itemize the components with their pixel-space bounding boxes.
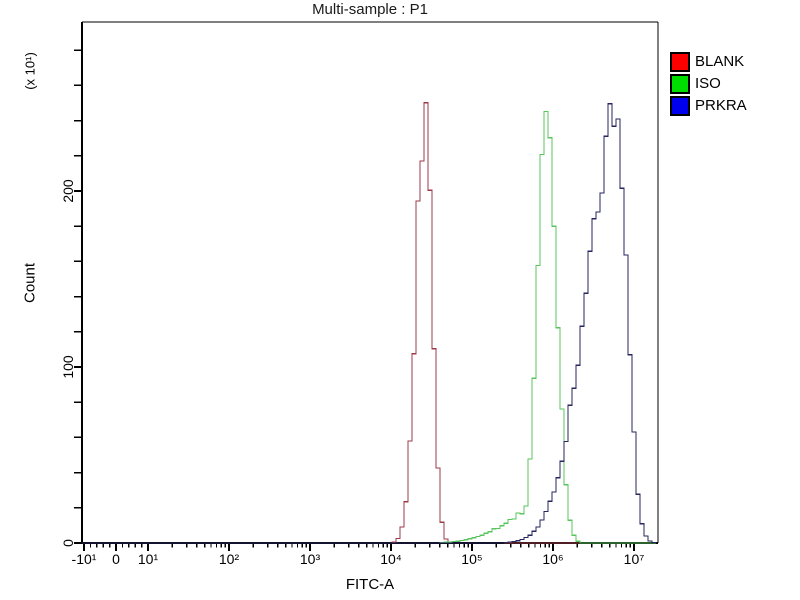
y-axis-unit-label: (x 10¹): [22, 52, 38, 90]
legend-label: PRKRA: [695, 97, 747, 114]
x-tick-label: 10⁶: [542, 551, 564, 567]
x-tick-label: 0: [112, 551, 120, 567]
x-tick-label: 10²: [218, 551, 240, 567]
x-axis-ticks: [83, 543, 635, 551]
x-tick-label: 10⁷: [623, 551, 645, 567]
y-axis-title: Count: [21, 262, 39, 304]
y-tick-label: 0: [60, 539, 76, 547]
chart-title: Multi-sample : P1: [312, 1, 428, 18]
legend-swatch-blank: [670, 52, 690, 72]
y-tick-label: 200: [60, 179, 76, 203]
x-tick-label: -10¹: [71, 551, 97, 567]
legend-item-iso: ISO: [670, 74, 747, 94]
x-tick-label: 10¹: [137, 551, 159, 567]
legend-label: ISO: [695, 75, 721, 92]
legend-item-prkra: PRKRA: [670, 96, 747, 116]
y-axis-ticks: [74, 49, 82, 544]
plot-border: [81, 21, 659, 545]
x-tick-label: 10³: [299, 551, 321, 567]
x-tick-label: 10⁴: [380, 551, 402, 567]
legend-swatch-prkra: [670, 96, 690, 116]
histogram-curve-prkra: [82, 103, 657, 544]
histogram-curves: [82, 101, 657, 544]
x-tick-label: 10⁵: [461, 551, 483, 567]
histogram-curve-iso: [82, 110, 656, 544]
histogram-curve-blank: [82, 101, 656, 544]
legend-label: BLANK: [695, 53, 745, 70]
y-tick-label: 100: [60, 355, 76, 379]
legend-item-blank: BLANK: [670, 52, 747, 72]
x-axis-title: FITC-A: [345, 576, 395, 593]
legend-swatch-iso: [670, 74, 690, 94]
legend: BLANK ISO PRKRA: [670, 52, 747, 118]
